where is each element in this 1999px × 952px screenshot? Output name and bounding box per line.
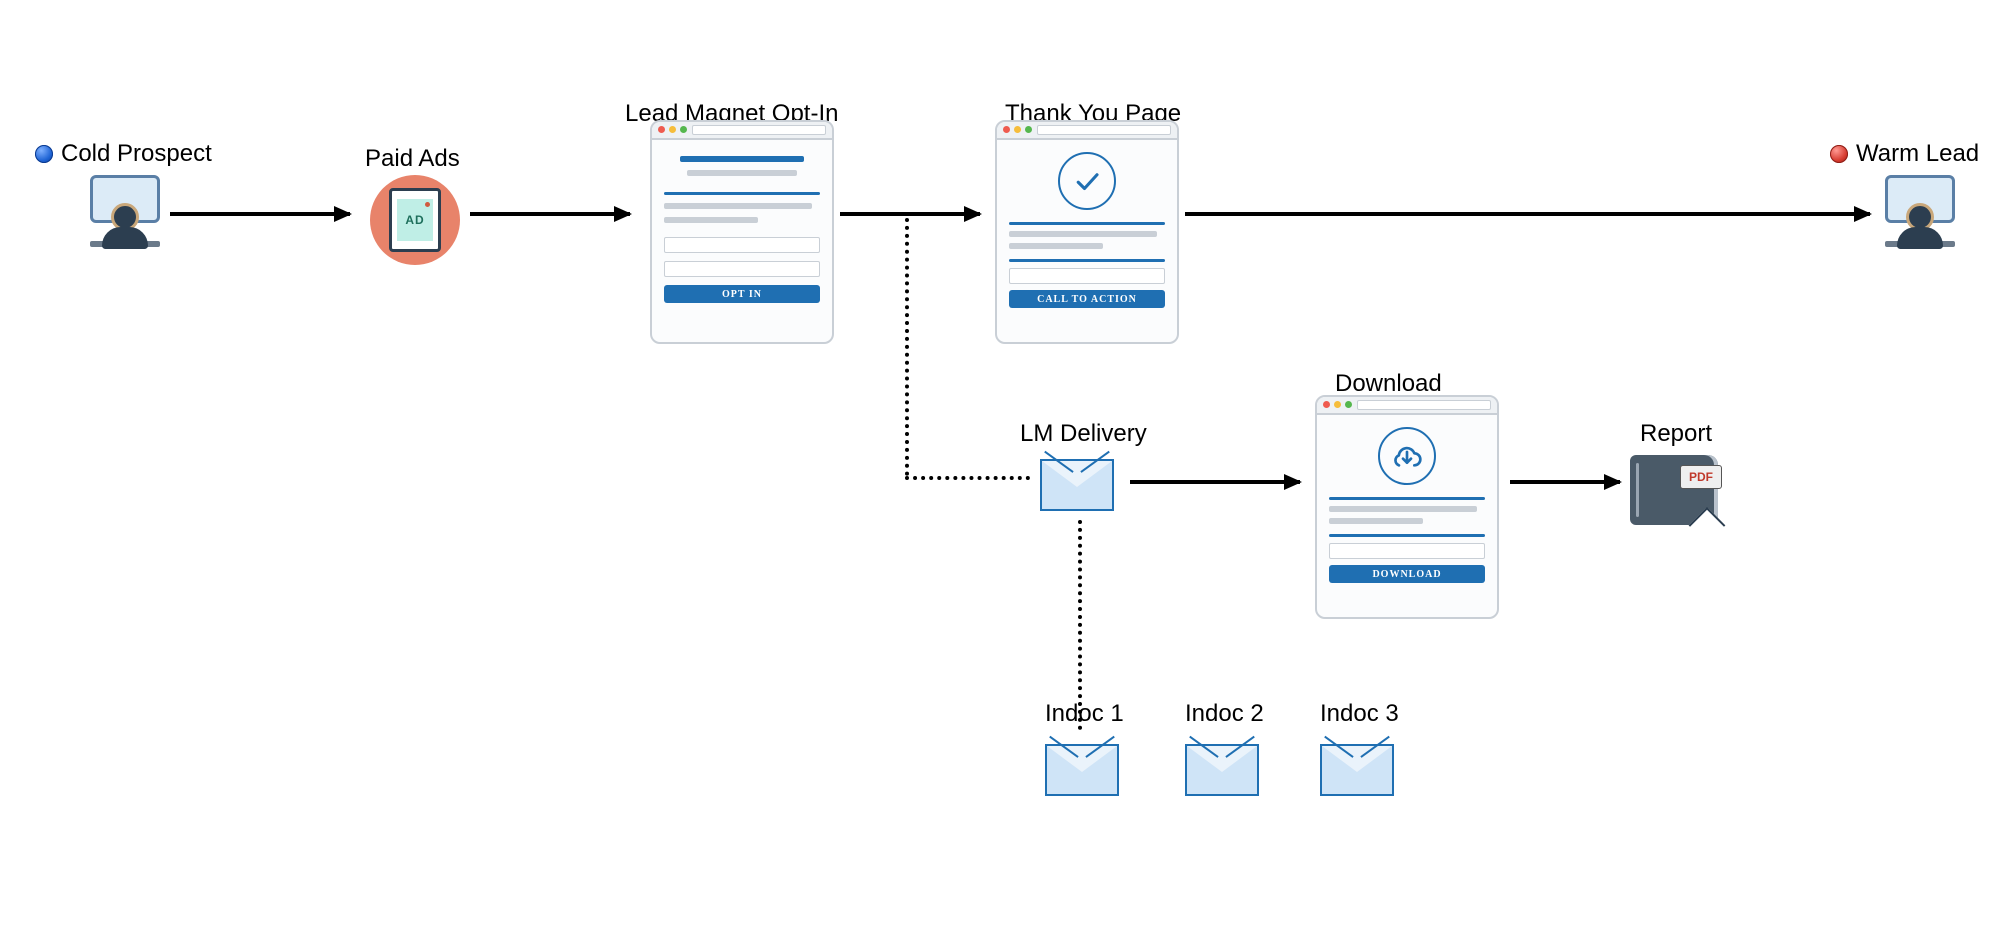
arrow-cold-to-ads xyxy=(170,212,350,216)
cold-prospect-icon xyxy=(90,175,160,247)
download-card: DOWNLOAD xyxy=(1315,395,1499,619)
optin-card: OPT IN xyxy=(650,120,834,344)
report-label: Report xyxy=(1640,420,1712,448)
dotted-branch-across xyxy=(905,476,1030,480)
cold-prospect-label: Cold Prospect xyxy=(35,140,212,168)
indoc2-icon xyxy=(1185,740,1259,796)
arrow-lm-to-download xyxy=(1130,480,1300,484)
dotted-lm-to-indoc xyxy=(1078,520,1082,730)
thankyou-card: CALL TO ACTION xyxy=(995,120,1179,344)
cta-button: CALL TO ACTION xyxy=(1009,290,1165,308)
lm-delivery-icon xyxy=(1040,455,1114,511)
optin-button: OPT IN xyxy=(664,285,820,303)
check-icon xyxy=(1058,152,1116,210)
indoc1-label: Indoc 1 xyxy=(1045,700,1124,728)
paid-ads-label: Paid Ads xyxy=(365,145,460,173)
indoc2-label: Indoc 2 xyxy=(1185,700,1264,728)
cloud-download-icon xyxy=(1378,427,1436,485)
arrow-optin-to-thankyou xyxy=(840,212,980,216)
warm-bullet-icon xyxy=(1830,145,1848,163)
indoc3-label: Indoc 3 xyxy=(1320,700,1399,728)
arrow-ads-to-optin xyxy=(470,212,630,216)
indoc3-icon xyxy=(1320,740,1394,796)
indoc1-icon xyxy=(1045,740,1119,796)
warm-lead-label: Warm Lead xyxy=(1830,140,1979,168)
cold-bullet-icon xyxy=(35,145,53,163)
lm-delivery-label: LM Delivery xyxy=(1020,420,1147,448)
arrow-thankyou-to-warm xyxy=(1185,212,1870,216)
warm-lead-icon xyxy=(1885,175,1955,247)
report-icon: PDF xyxy=(1630,455,1718,525)
download-label: Download xyxy=(1335,370,1442,398)
arrow-download-to-report xyxy=(1510,480,1620,484)
diagram-stage: Cold Prospect Paid Ads AD Lead Magnet Op… xyxy=(0,0,1999,952)
dotted-branch-down xyxy=(905,218,909,476)
download-button: DOWNLOAD xyxy=(1329,565,1485,583)
paid-ads-icon: AD xyxy=(370,175,460,265)
